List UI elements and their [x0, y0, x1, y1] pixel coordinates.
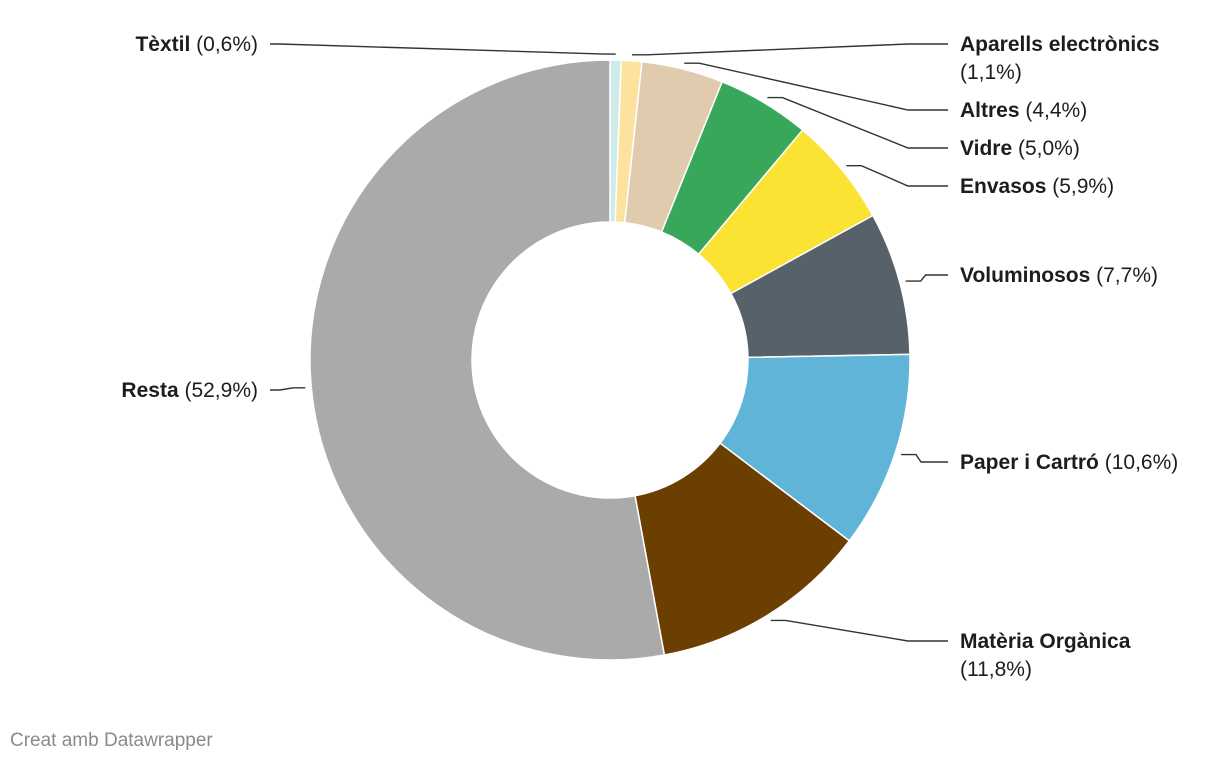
- label-textil: Tèxtil (0,6%): [135, 33, 258, 56]
- label-value-voluminosos: (7,7%): [1090, 264, 1158, 287]
- leader-lines: [270, 43, 948, 642]
- leader-resta: [270, 387, 306, 391]
- label-value-textil: (0,6%): [190, 33, 258, 56]
- label-value-envasos: (5,9%): [1046, 175, 1114, 198]
- leader-envasos: [846, 164, 948, 187]
- slice-labels: Tèxtil (0,6%) Aparells electrònics (1,1%)A…: [121, 33, 1178, 681]
- label-aparells-electronics: Aparells electrònics (1,1%): [960, 33, 1160, 84]
- label-materia-organica: Matèria Orgànica (11,8%): [960, 630, 1131, 681]
- label-name-vidre: Vidre: [960, 137, 1012, 160]
- leader-vidre: [767, 96, 948, 149]
- label-name-voluminosos: Voluminosos: [960, 264, 1090, 287]
- leader-paper-i-cartro: [901, 453, 948, 463]
- label-paper-i-cartro: Paper i Cartró (10,6%): [960, 451, 1178, 474]
- leader-altres: [684, 62, 948, 111]
- label-envasos: Envasos (5,9%): [960, 175, 1114, 198]
- label-name-resta: Resta: [121, 379, 179, 402]
- label-voluminosos: Voluminosos (7,7%): [960, 264, 1158, 287]
- label-value-aparells-electronics: (1,1%): [960, 61, 1022, 84]
- slice-materia-organica: [634, 442, 851, 656]
- leader-materia-organica: [770, 619, 948, 642]
- label-name-altres: Altres: [960, 99, 1020, 122]
- label-value-resta: (52,9%): [179, 379, 258, 402]
- leader-aparells-electronics: [632, 43, 948, 56]
- leader-textil: [270, 43, 616, 55]
- leader-voluminosos: [905, 274, 948, 282]
- label-altres: Altres (4,4%): [960, 99, 1087, 122]
- label-name-envasos: Envasos: [960, 175, 1046, 198]
- label-value-vidre: (5,0%): [1012, 137, 1080, 160]
- label-resta: Resta (52,9%): [121, 379, 258, 402]
- slice-resta: [309, 59, 666, 661]
- label-value-altres: (4,4%): [1020, 99, 1088, 122]
- donut-slices: [309, 59, 911, 661]
- label-vidre: Vidre (5,0%): [960, 137, 1080, 160]
- label-name-aparells-electronics: Aparells electrònics: [960, 33, 1160, 56]
- label-name-materia-organica: Matèria Orgànica: [960, 630, 1131, 653]
- label-value-materia-organica: (11,8%): [960, 658, 1032, 681]
- label-value-paper-i-cartro: (10,6%): [1099, 451, 1178, 474]
- label-name-textil: Tèxtil: [135, 33, 190, 56]
- footer-credit: Creat amb Datawrapper: [10, 730, 213, 751]
- label-name-paper-i-cartro: Paper i Cartró: [960, 451, 1099, 474]
